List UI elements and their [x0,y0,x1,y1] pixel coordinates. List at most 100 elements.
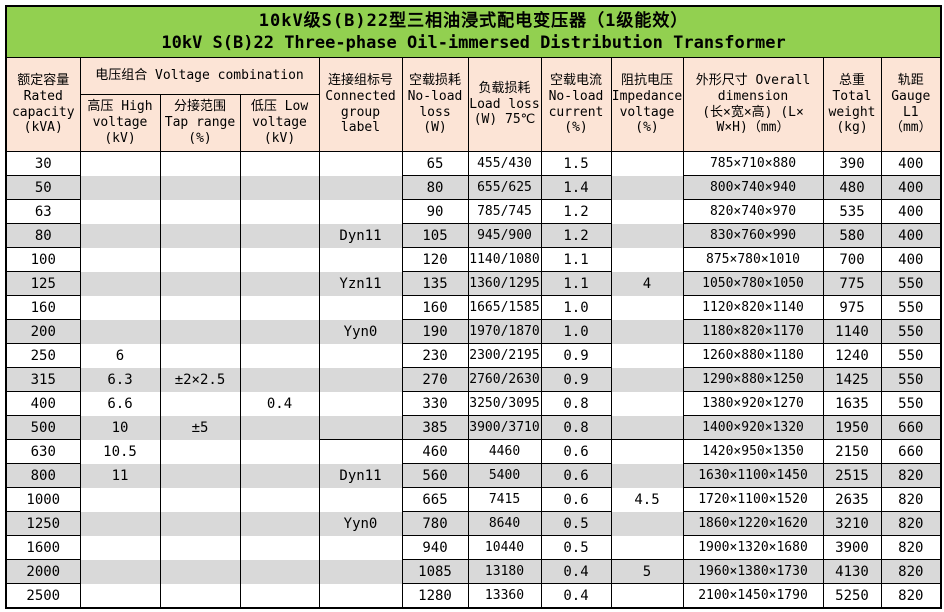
col-header-total-weight: 总重 Total weight (kg) [822,57,882,152]
cell-load_loss: 1970/1870 [467,319,542,344]
cell-dimension: 830×760×990 [682,223,824,248]
cell-gauge: 820 [880,559,942,584]
cell-no_load_current: 0.6 [540,487,612,512]
cell-weight: 775 [822,271,882,296]
cell-group [318,439,403,464]
cell-gauge: 550 [880,343,942,368]
cell-load_loss: 8640 [467,511,542,536]
cell-lv [239,583,320,608]
cell-tap [159,487,241,512]
table-row: 1600 940 10440 0.5 1900×1320×1680 3900 820 [5,535,942,560]
cell-load_loss: 1360/1295 [467,271,542,296]
cell-weight: 480 [822,175,882,200]
cell-gauge: 550 [880,319,942,344]
table-title: 10kV级S(B)22型三相油浸式配电变压器（1级能效） 10kV S(B)22… [5,5,942,58]
cell-no_load_current: 1.0 [540,319,612,344]
cell-load_loss: 3250/3095 [467,391,542,416]
cell-group [318,391,403,416]
col-header-load-loss: 负载损耗 Load loss (W) 75℃ [467,57,542,152]
cell-dimension: 1630×1100×1450 [682,463,824,488]
cell-hv [79,271,161,296]
cell-lv [239,559,320,584]
cell-no_load_loss: 120 [401,247,469,272]
table-row: 2000 1085 13180 0.4 5 1960×1380×1730 4130 820 [5,559,942,584]
cell-hv [79,199,161,224]
cell-hv [79,319,161,344]
cell-no_load_loss: 160 [401,295,469,320]
cell-load_loss: 13360 [467,583,542,609]
header-row-1: 额定容量 Rated capacity (kVA) 电压组合 Voltage c… [5,57,942,152]
cell-capacity: 630 [5,439,81,464]
cell-capacity: 30 [5,151,81,176]
cell-capacity: 1250 [5,511,81,536]
cell-no_load_current: 0.5 [540,535,612,560]
table-row: 315 6.3 ±2×2.5 270 2760/2630 0.9 1290×880×1250… [5,367,942,392]
table-row: 400 6.6 0.4 330 3250/3095 0.8 1380×920×1270 163… [5,391,942,416]
cell-group [318,175,403,200]
table-row: 50 80 655/625 1.4 800×740×940 480 400 [5,175,942,200]
cell-tap [159,559,241,584]
cell-group [318,559,403,584]
col-header-voltage-combination: 电压组合 Voltage combination [79,57,320,95]
cell-hv [79,487,161,512]
cell-no_load_loss: 230 [401,343,469,368]
cell-group: Yyn0 [318,319,403,344]
cell-lv [239,367,320,392]
cell-load_loss: 10440 [467,535,542,560]
cell-capacity: 1000 [5,487,81,512]
table-body: 30 65 455/430 1.5 785×710×880 390 400 50 80 655/6… [5,151,942,609]
cell-dimension: 1720×1100×1520 [682,487,824,512]
cell-dimension: 785×710×880 [682,151,824,176]
cell-tap [159,223,241,248]
cell-tap [159,151,241,176]
cell-no_load_current: 1.2 [540,223,612,248]
cell-no_load_current: 1.2 [540,199,612,224]
cell-dimension: 1050×780×1050 [682,271,824,296]
cell-impedance [610,463,684,488]
cell-capacity: 100 [5,247,81,272]
cell-weight: 5250 [822,583,882,609]
cell-no_load_loss: 190 [401,319,469,344]
cell-load_loss: 3900/3710 [467,415,542,440]
cell-no_load_loss: 65 [401,151,469,176]
cell-weight: 700 [822,247,882,272]
cell-hv: 6.6 [79,391,161,416]
cell-weight: 1240 [822,343,882,368]
cell-dimension: 1960×1380×1730 [682,559,824,584]
cell-dimension: 875×780×1010 [682,247,824,272]
col-header-high-voltage: 高压 High voltage (kV) [79,94,161,152]
cell-dimension: 1400×920×1320 [682,415,824,440]
cell-no_load_current: 0.9 [540,367,612,392]
cell-lv [239,271,320,296]
cell-capacity: 200 [5,319,81,344]
cell-impedance [610,535,684,560]
title-en: 10kV S(B)22 Three-phase Oil-immersed Dis… [161,32,786,53]
table-row: 2500 1280 13360 0.4 2100×1450×1790 5250 820 [5,583,942,609]
cell-impedance [610,583,684,608]
cell-gauge: 400 [880,247,942,272]
cell-hv [79,559,161,584]
cell-tap [159,199,241,224]
cell-weight: 3210 [822,511,882,536]
cell-no_load_loss: 940 [401,535,469,560]
cell-no_load_current: 0.6 [540,463,612,488]
table-row: 800 11 Dyn11 560 5400 0.6 1630×1100×1450 2515 82… [5,463,942,488]
cell-lv [239,295,320,320]
cell-weight: 390 [822,151,882,176]
cell-load_loss: 2300/2195 [467,343,542,368]
col-header-connected-group: 连接组标号 Connected group label [318,57,403,152]
cell-weight: 1950 [822,415,882,440]
table-row: 100 120 1140/1080 1.1 875×780×1010 700 400 [5,247,942,272]
cell-tap [159,583,241,608]
cell-hv: 10 [79,415,161,440]
cell-dimension: 800×740×940 [682,175,824,200]
table-row: 500 10 ±5 385 3900/3710 0.8 1400×920×1320 1950 6… [5,415,942,440]
cell-group [318,535,403,560]
cell-tap [159,247,241,272]
cell-lv: 0.4 [239,391,320,416]
table-row: 250 6 230 2300/2195 0.9 1260×880×1180 1240 550 [5,343,942,368]
cell-impedance [610,223,684,248]
table-row: 63 90 785/745 1.2 820×740×970 535 400 [5,199,942,224]
cell-load_loss: 7415 [467,487,542,512]
cell-no_load_loss: 460 [401,439,469,464]
